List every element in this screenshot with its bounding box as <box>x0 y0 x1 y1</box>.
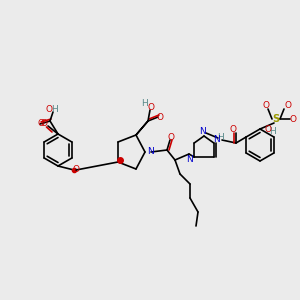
Polygon shape <box>136 120 149 135</box>
Text: H: H <box>217 134 224 142</box>
Text: H: H <box>51 104 57 113</box>
Text: H: H <box>270 127 276 136</box>
Text: O: O <box>46 106 52 115</box>
Text: N: N <box>199 127 206 136</box>
Text: N: N <box>186 154 193 164</box>
Text: O: O <box>40 119 47 128</box>
Text: N: N <box>147 148 153 157</box>
Text: N: N <box>213 136 219 145</box>
Text: S: S <box>272 114 280 124</box>
Text: O: O <box>38 119 44 128</box>
Text: O: O <box>230 125 236 134</box>
Text: H: H <box>142 98 148 107</box>
Text: O: O <box>167 133 175 142</box>
Text: O: O <box>73 166 80 175</box>
Text: O: O <box>262 101 269 110</box>
Text: O: O <box>157 113 164 122</box>
Text: O: O <box>265 124 272 134</box>
Text: O: O <box>290 115 296 124</box>
Text: O: O <box>148 103 154 112</box>
Text: O: O <box>284 101 292 110</box>
